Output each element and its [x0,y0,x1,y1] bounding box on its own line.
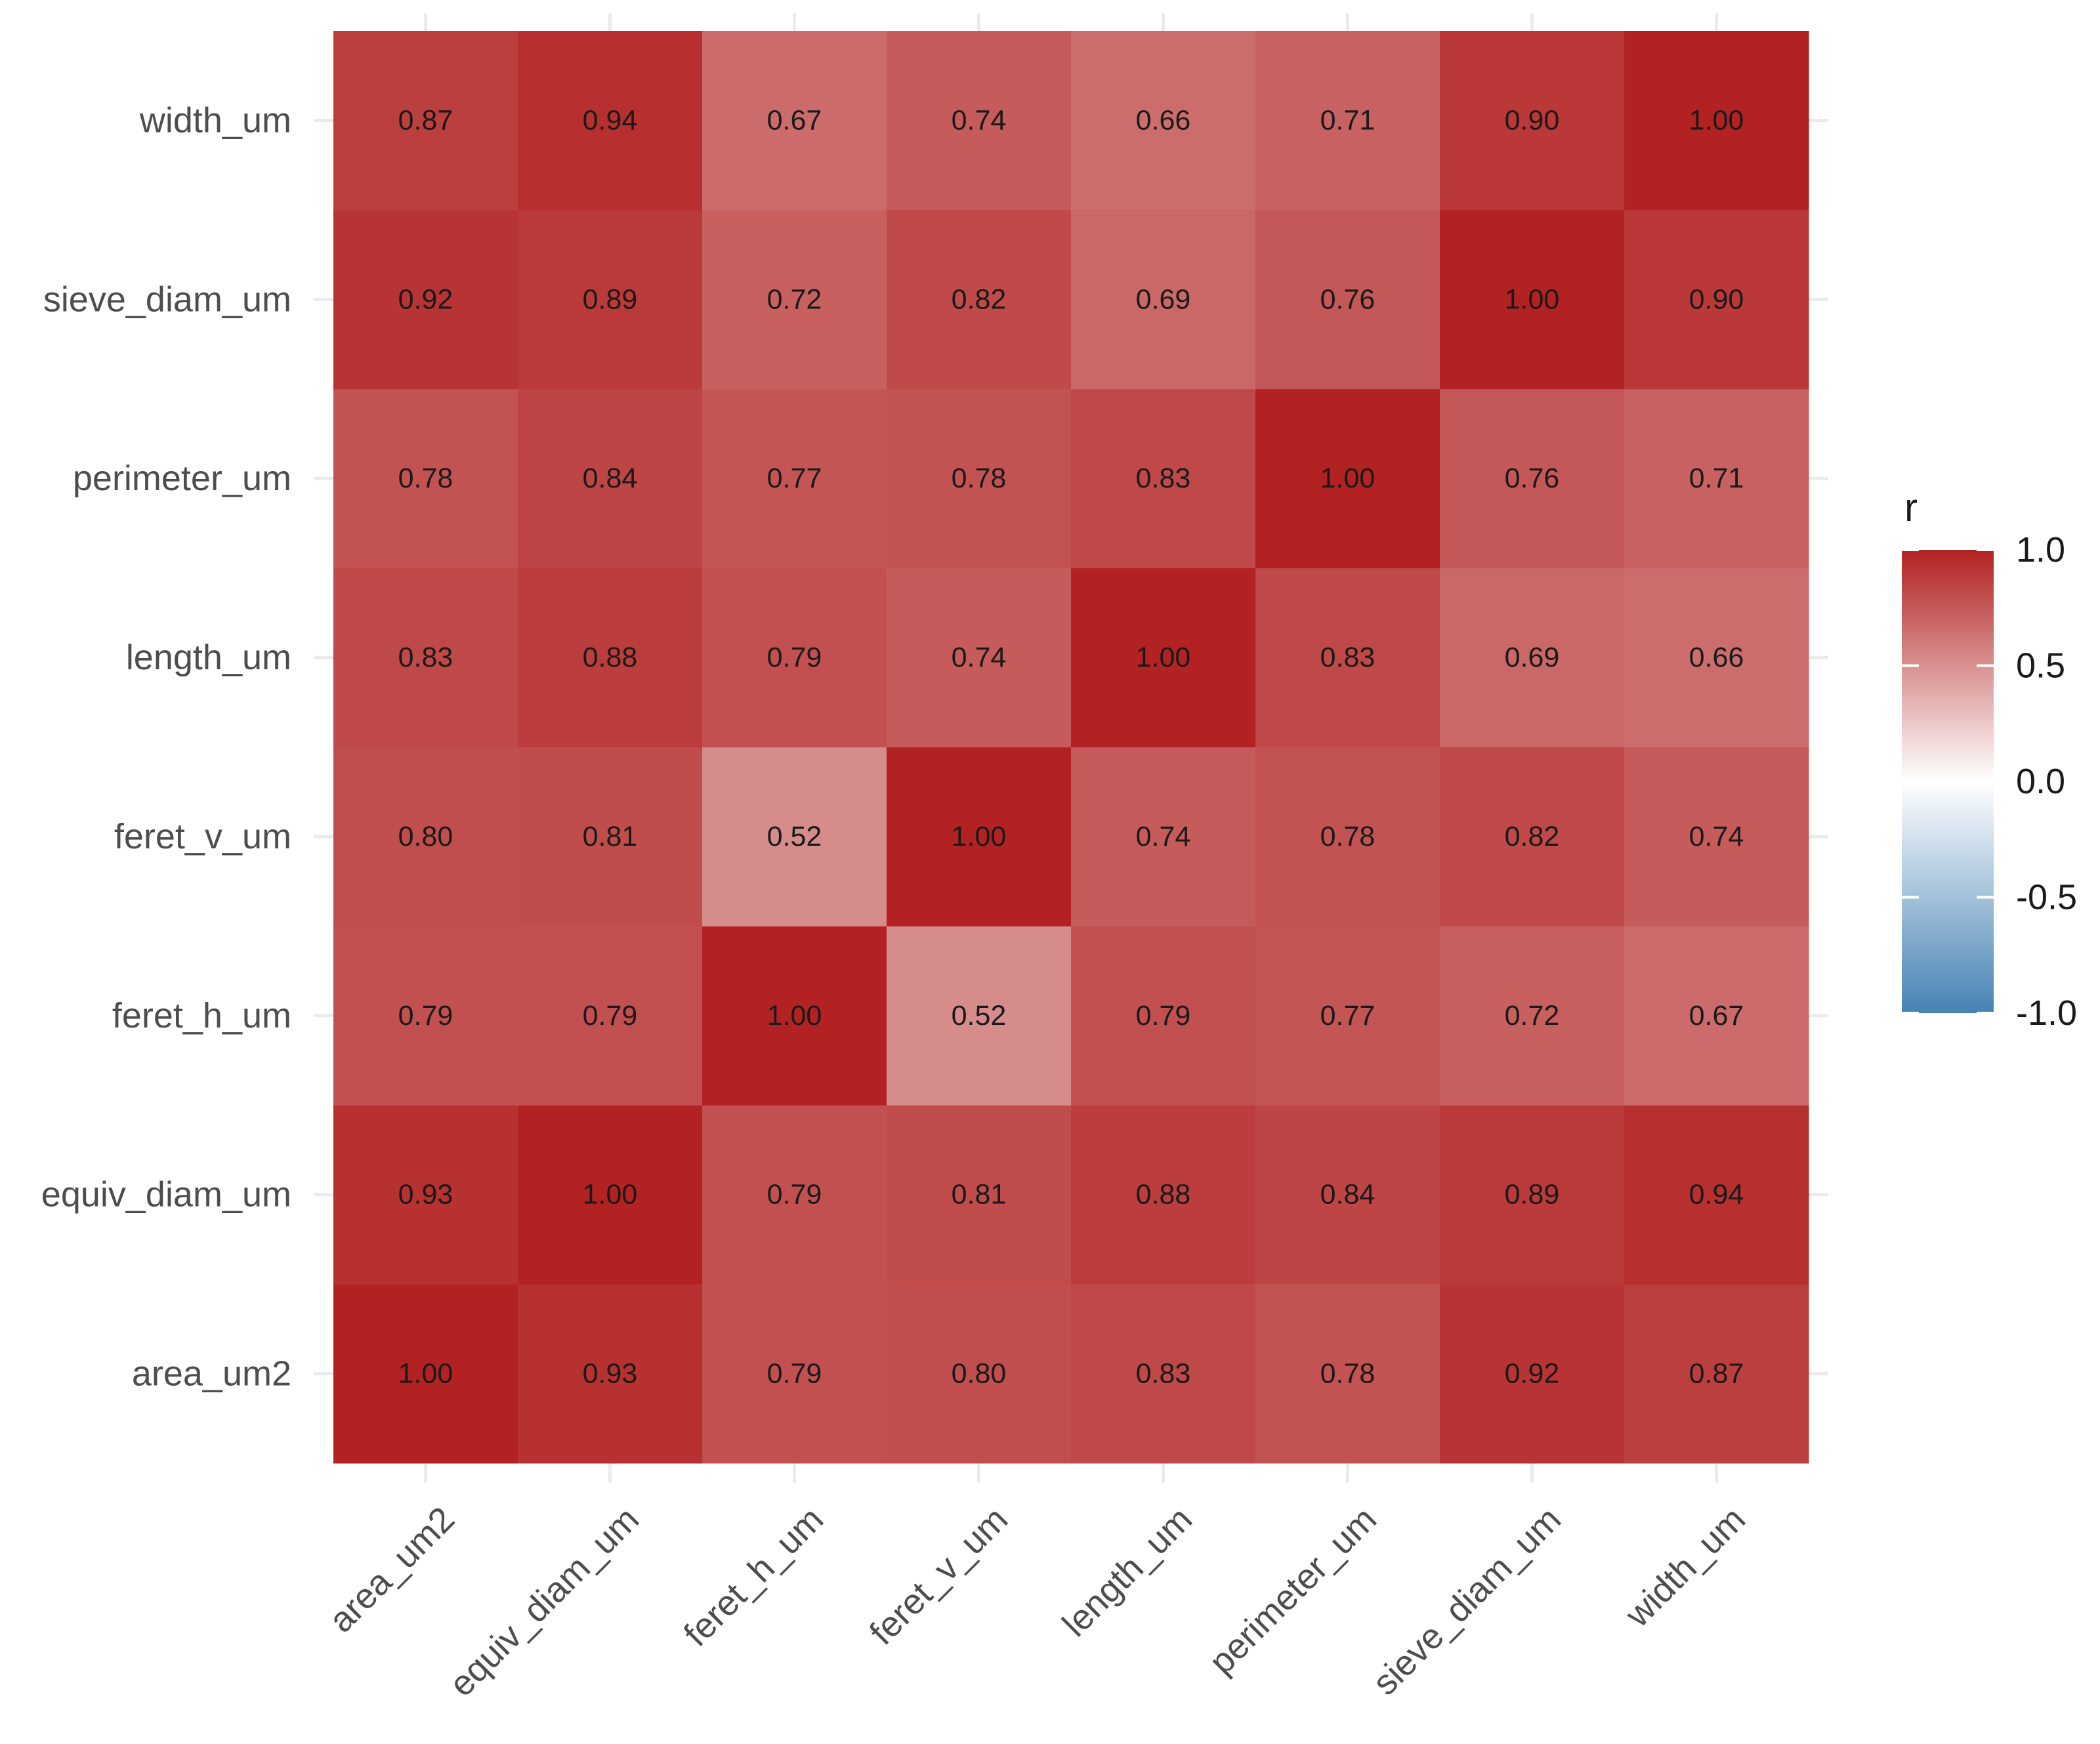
heatmap-cells [333,31,1809,1464]
cell-value-label: 1.00 [1505,283,1560,315]
cell-value-label: 0.79 [1136,1000,1191,1031]
cell-value-label: 0.66 [1689,642,1744,673]
y-tick-label-area-um2: area_um2 [132,1354,291,1394]
cell-value-label: 0.83 [1136,1358,1191,1390]
cell-value-label: 0.82 [1505,821,1560,852]
cell-value-label: 0.88 [1136,1179,1191,1211]
cell-value-label: 0.78 [1320,821,1376,852]
legend-tick-label: 0.0 [2016,762,2065,801]
correlation-heatmap: 1.000.930.790.800.830.780.920.870.931.00… [0,0,2100,1741]
cell-value-label: 0.74 [952,642,1007,673]
y-tick-label-length-um: length_um [126,638,291,677]
cell-value-label: 0.79 [767,1179,822,1211]
cell-value-label: 0.81 [952,1179,1007,1211]
cell-value-label: 0.71 [1320,104,1376,136]
cell-value-label: 0.74 [1689,821,1744,852]
legend-tick-label: 0.5 [2016,646,2065,686]
y-tick-label-sieve-diam-um: sieve_diam_um [43,280,291,319]
cell-value-label: 0.76 [1505,463,1560,494]
cell-value-label: 0.72 [1505,1000,1560,1031]
cell-value-label: 0.89 [1505,1179,1560,1211]
y-tick-label-feret-v-um: feret_v_um [114,817,291,856]
legend-title: r [1904,486,1918,529]
cell-value-label: 0.83 [1320,642,1376,673]
cell-value-label: 0.71 [1689,463,1744,494]
cell-value-label: 0.74 [952,104,1007,136]
cell-value-label: 0.92 [398,283,453,315]
cell-value-label: 0.84 [583,463,638,494]
cell-value-label: 0.81 [583,821,638,852]
cell-value-label: 0.87 [398,104,453,136]
legend-tick-label: -1.0 [2016,993,2077,1033]
cell-value-label: 0.80 [398,821,453,852]
cell-value-label: 0.74 [1136,821,1191,852]
legend-tick-label: 1.0 [2016,530,2065,570]
cell-value-label: 0.78 [952,463,1007,494]
cell-value-label: 1.00 [1136,642,1191,673]
y-tick-label-equiv-diam-um: equiv_diam_um [41,1175,291,1215]
cell-value-label: 0.66 [1136,104,1191,136]
cell-value-label: 0.67 [1689,1000,1744,1031]
cell-value-label: 0.90 [1689,283,1744,315]
cell-value-label: 1.00 [1689,104,1744,136]
cell-value-label: 0.72 [767,283,822,315]
cell-value-label: 0.77 [1320,1000,1376,1031]
cell-value-label: 0.79 [767,642,822,673]
cell-value-label: 0.79 [767,1358,822,1390]
chart-container: 1.000.930.790.800.830.780.920.870.931.00… [0,0,2100,1741]
cell-value-label: 0.82 [952,283,1007,315]
cell-value-label: 0.78 [1320,1358,1376,1390]
cell-value-label: 0.88 [583,642,638,673]
cell-value-label: 0.87 [1689,1358,1744,1390]
cell-value-label: 0.83 [1136,463,1191,494]
cell-value-label: 0.94 [583,104,638,136]
cell-value-label: 0.90 [1505,104,1560,136]
legend-tick-label: -0.5 [2016,878,2077,917]
y-tick-label-perimeter-um: perimeter_um [73,459,291,498]
cell-value-label: 0.83 [398,642,453,673]
cell-value-label: 0.93 [398,1179,453,1211]
cell-value-label: 0.52 [952,1000,1007,1031]
cell-value-label: 0.69 [1136,283,1191,315]
cell-value-label: 0.52 [767,821,822,852]
cell-value-label: 0.80 [952,1358,1007,1390]
cell-value-label: 1.00 [952,821,1007,852]
y-tick-label-width-um: width_um [139,100,291,140]
cell-value-label: 1.00 [583,1179,638,1211]
cell-value-label: 0.67 [767,104,822,136]
cell-value-label: 0.79 [583,1000,638,1031]
cell-value-label: 0.77 [767,463,822,494]
cell-value-label: 0.92 [1505,1358,1560,1390]
y-tick-label-feret-h-um: feret_h_um [112,996,291,1035]
cell-value-label: 0.69 [1505,642,1560,673]
cell-value-label: 0.78 [398,463,453,494]
cell-value-label: 1.00 [767,1000,822,1031]
cell-value-label: 0.89 [583,283,638,315]
cell-value-label: 0.76 [1320,283,1376,315]
cell-value-label: 0.84 [1320,1179,1376,1211]
cell-value-label: 0.93 [583,1358,638,1390]
cell-value-label: 1.00 [398,1358,453,1390]
cell-value-label: 0.79 [398,1000,453,1031]
cell-value-label: 1.00 [1320,463,1376,494]
cell-value-label: 0.94 [1689,1179,1744,1211]
